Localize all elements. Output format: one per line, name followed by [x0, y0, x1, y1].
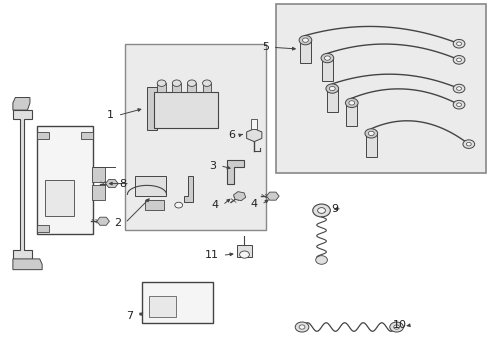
Circle shape [157, 80, 165, 86]
Circle shape [202, 80, 211, 86]
Polygon shape [92, 185, 104, 200]
Circle shape [345, 98, 357, 108]
Polygon shape [365, 134, 376, 157]
Circle shape [364, 129, 377, 138]
Text: 1: 1 [106, 111, 114, 121]
Polygon shape [144, 200, 163, 211]
Circle shape [452, 55, 464, 64]
Circle shape [299, 36, 311, 45]
Text: 9: 9 [330, 204, 337, 214]
Polygon shape [227, 160, 244, 184]
Polygon shape [44, 180, 74, 216]
Circle shape [452, 40, 464, 48]
Polygon shape [135, 176, 166, 196]
Polygon shape [157, 83, 165, 92]
Text: 3: 3 [209, 161, 216, 171]
Polygon shape [346, 103, 356, 126]
Circle shape [393, 325, 399, 329]
Text: 8: 8 [119, 179, 126, 189]
Text: 11: 11 [204, 250, 218, 260]
Circle shape [324, 56, 330, 60]
Circle shape [239, 251, 249, 258]
Circle shape [462, 140, 474, 148]
Circle shape [295, 322, 308, 332]
Polygon shape [300, 40, 310, 63]
Circle shape [325, 84, 338, 93]
Polygon shape [13, 259, 42, 270]
Circle shape [452, 84, 464, 93]
Circle shape [321, 53, 333, 63]
Text: 4: 4 [211, 200, 218, 210]
Polygon shape [326, 89, 337, 112]
Polygon shape [172, 83, 181, 92]
Text: 5: 5 [262, 42, 268, 52]
Text: 7: 7 [126, 311, 133, 321]
Circle shape [456, 87, 461, 90]
Polygon shape [237, 244, 251, 257]
Circle shape [348, 101, 354, 105]
Polygon shape [37, 126, 93, 234]
Polygon shape [81, 132, 93, 139]
Polygon shape [142, 282, 212, 323]
Text: 6: 6 [228, 130, 235, 140]
Polygon shape [183, 176, 193, 202]
Circle shape [329, 86, 334, 91]
Polygon shape [37, 225, 49, 232]
Polygon shape [246, 129, 261, 141]
Text: 2: 2 [114, 218, 121, 228]
Polygon shape [92, 167, 104, 182]
Circle shape [456, 58, 461, 62]
Circle shape [389, 322, 403, 332]
Polygon shape [266, 192, 279, 200]
Circle shape [315, 256, 327, 264]
Circle shape [187, 80, 196, 86]
Circle shape [174, 202, 182, 208]
Polygon shape [202, 83, 211, 92]
Polygon shape [13, 110, 32, 259]
Polygon shape [154, 92, 217, 128]
Circle shape [299, 325, 305, 329]
Circle shape [302, 38, 308, 42]
Circle shape [317, 208, 325, 213]
Text: 10: 10 [391, 320, 406, 330]
Circle shape [367, 131, 373, 135]
Polygon shape [37, 132, 49, 139]
Circle shape [456, 103, 461, 107]
Polygon shape [322, 58, 332, 81]
Polygon shape [13, 98, 30, 110]
Circle shape [172, 80, 181, 86]
Circle shape [456, 42, 461, 45]
Polygon shape [187, 83, 196, 92]
Polygon shape [125, 44, 266, 230]
Polygon shape [149, 296, 176, 317]
Text: 4: 4 [250, 199, 257, 210]
Polygon shape [233, 192, 245, 201]
Circle shape [466, 142, 470, 146]
Polygon shape [147, 87, 157, 130]
Polygon shape [276, 4, 485, 173]
Polygon shape [251, 119, 257, 130]
Circle shape [452, 100, 464, 109]
Polygon shape [105, 180, 118, 188]
Circle shape [312, 204, 330, 217]
Polygon shape [97, 217, 109, 225]
